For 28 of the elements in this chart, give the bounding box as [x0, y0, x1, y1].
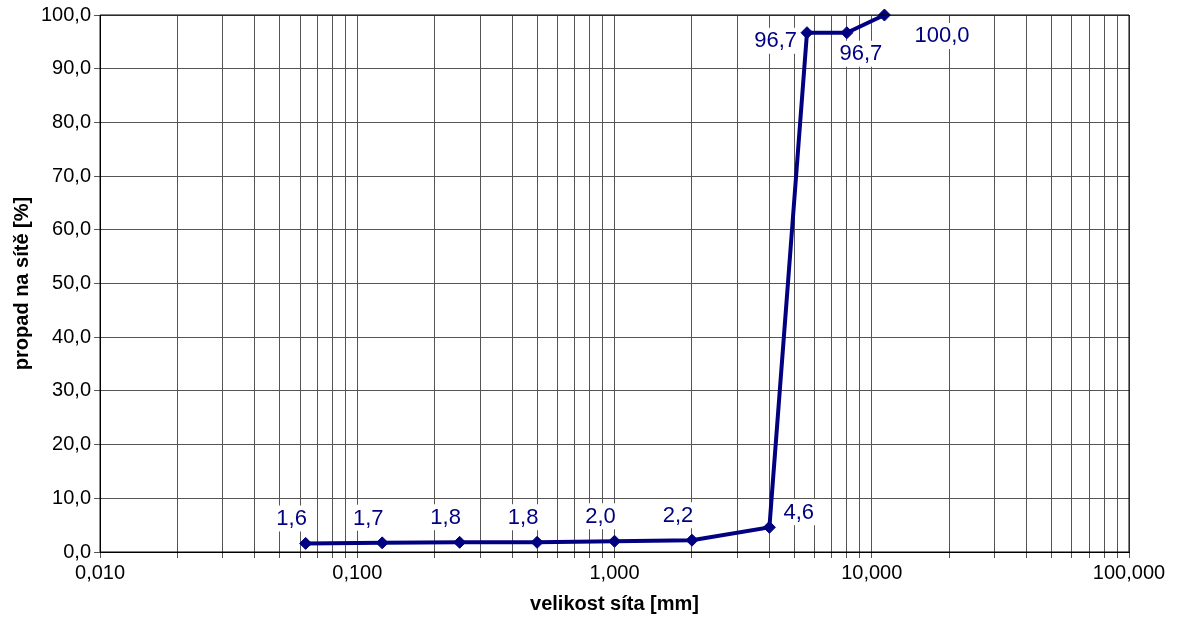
y-tick-label: 50,0 [52, 271, 92, 294]
x-tick-label: 0,100 [332, 560, 383, 583]
data-label: 1,7 [352, 504, 384, 530]
y-tick-label: 80,0 [52, 109, 92, 132]
data-label: 2,0 [585, 503, 616, 529]
data-label: 1,8 [430, 504, 461, 530]
data-label: 1,6 [276, 505, 307, 531]
data-label: 1,8 [507, 504, 539, 530]
x-tick-label: 100,000 [1092, 560, 1166, 583]
y-tick-label: 60,0 [52, 217, 92, 240]
data-label: 4,6 [783, 499, 814, 525]
y-tick-label: 30,0 [52, 378, 92, 401]
data-label: 2,2 [662, 502, 694, 528]
y-tick-label: 100,0 [40, 2, 92, 25]
y-tick-label: 40,0 [52, 324, 92, 347]
y-tick-label: 70,0 [52, 163, 92, 186]
data-label: 100,0 [914, 22, 970, 48]
y-tick-label: 0,0 [63, 539, 92, 562]
x-tick-label: 10,000 [841, 560, 903, 583]
y-axis-title: propad na sítě [%] [9, 196, 32, 371]
x-axis-title: velikost síta [mm] [530, 591, 699, 614]
y-tick-label: 10,0 [52, 485, 92, 508]
y-tick-label: 90,0 [52, 56, 92, 79]
x-tick-label: 1,000 [589, 560, 640, 583]
data-label: 96,7 [754, 26, 797, 52]
y-tick-label: 20,0 [52, 432, 92, 455]
x-tick-label: 0,010 [75, 560, 126, 583]
data-label: 96,7 [839, 39, 883, 65]
